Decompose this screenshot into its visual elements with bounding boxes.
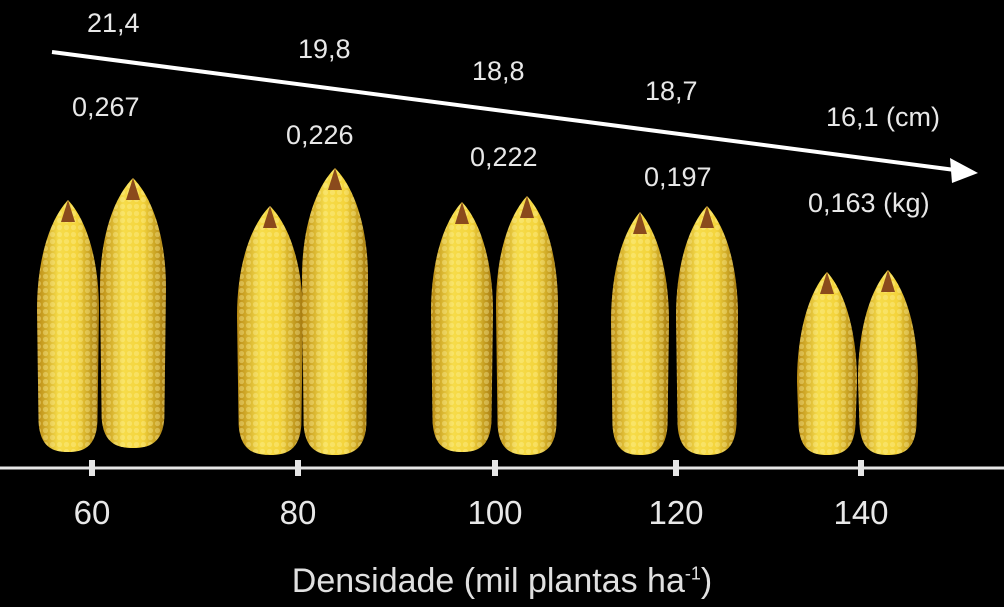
- x-axis-title-text: Densidade (mil plantas ha: [291, 562, 685, 600]
- x-axis: [0, 460, 1004, 476]
- length-label-80: 19,8: [298, 34, 351, 64]
- length-label-120: 18,7: [645, 76, 698, 106]
- density-label-60: 60: [73, 494, 111, 531]
- x-tick: [492, 460, 498, 476]
- corn-ear-icon: [797, 272, 857, 455]
- corn-ear-icon: [611, 212, 669, 455]
- mass-label-60: 0,267: [72, 92, 140, 122]
- corn-ear-icon: [237, 206, 303, 455]
- corn-ear-icon: [431, 202, 493, 452]
- length-label-60: 21,4: [87, 8, 140, 38]
- mass-label-100: 0,222: [470, 142, 538, 172]
- corn-ear-icon: [100, 178, 166, 448]
- density-label-140: 140: [833, 494, 889, 531]
- corn-ear-icon: [496, 196, 558, 455]
- length-label-140: 16,1 (cm): [826, 102, 941, 132]
- x-axis-title-superscript: -1: [684, 563, 701, 584]
- x-axis-title-close: ): [700, 562, 713, 600]
- mass-label-140: 0,163 (kg): [808, 188, 930, 218]
- density-label-100: 100: [467, 494, 523, 531]
- mass-label-80: 0,226: [286, 120, 354, 150]
- x-tick: [673, 460, 679, 476]
- x-tick: [858, 460, 864, 476]
- density-label-120: 120: [648, 494, 704, 531]
- length-label-100: 18,8: [472, 56, 525, 86]
- trend-arrow-icon: [51, 50, 978, 183]
- x-axis-title: Densidade (mil plantas ha-1): [0, 562, 1004, 601]
- corn-ear-icon: [858, 270, 918, 455]
- x-tick: [295, 460, 301, 476]
- density-label-80: 80: [279, 494, 317, 531]
- corn-ear-icon: [302, 168, 368, 455]
- corn-ear-icon: [676, 206, 738, 455]
- x-tick: [89, 460, 95, 476]
- mass-label-120: 0,197: [644, 162, 712, 192]
- corn-ear-icon: [37, 200, 99, 452]
